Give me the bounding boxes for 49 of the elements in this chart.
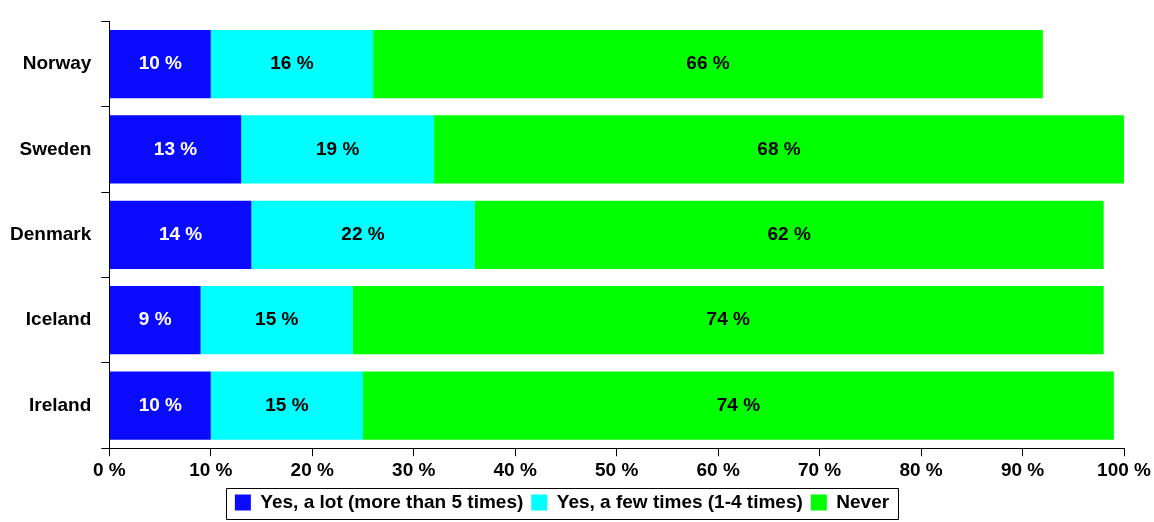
y-tick-label: Denmark: [9, 223, 92, 245]
bar: [109, 29, 211, 99]
data-label: 13 %: [153, 137, 198, 159]
data-label: 16 %: [270, 52, 314, 74]
y-tick-label: Sweden: [19, 137, 92, 159]
bar: [210, 29, 374, 99]
data-label: 66 %: [686, 52, 730, 74]
bar: [109, 371, 211, 440]
bar: [434, 115, 1124, 184]
data-label: 62 %: [767, 223, 811, 245]
data-label: 14 %: [158, 223, 203, 245]
bar: [352, 286, 1104, 355]
bar: [200, 286, 353, 355]
bar: [251, 200, 475, 269]
x-tick-label: 90 %: [1000, 458, 1045, 480]
legend-label: Yes, a few times (1-4 times): [556, 490, 803, 512]
data-label: 74 %: [706, 308, 751, 330]
data-label: 22 %: [341, 223, 385, 245]
data-label: 9 %: [138, 308, 172, 330]
y-tick-label: Norway: [22, 52, 92, 74]
bar: [362, 371, 1114, 440]
bar: [474, 200, 1104, 269]
bar: [210, 371, 363, 440]
legend-label: Never: [836, 490, 890, 512]
data-label: 15 %: [265, 393, 309, 415]
data-label: 19 %: [315, 137, 360, 159]
x-tick-label: 0 %: [92, 458, 126, 480]
bar: [109, 115, 242, 184]
data-label: 74 %: [716, 393, 761, 415]
x-tick-label: 80 %: [899, 458, 943, 480]
x-tick-label: 20 %: [290, 458, 335, 480]
x-tick-label: 60 %: [696, 458, 740, 480]
legend-label: Yes, a lot (more than 5 times): [260, 490, 524, 512]
bar: [373, 29, 1043, 99]
y-tick-label: Ireland: [29, 393, 92, 415]
data-label: 10 %: [138, 393, 183, 415]
x-tick-label: 40 %: [493, 458, 537, 480]
bar: [109, 286, 201, 355]
x-tick-label: 30 %: [392, 458, 436, 480]
data-label: 10 %: [138, 52, 183, 74]
bar: [241, 115, 435, 184]
data-label: 68 %: [757, 137, 801, 159]
y-tick-label: Iceland: [25, 308, 92, 330]
x-tick-label: 50 %: [595, 458, 639, 480]
data-label: 15 %: [255, 308, 299, 330]
bar: [109, 200, 252, 269]
x-tick-label: 70 %: [797, 458, 842, 480]
x-tick-label: 10 %: [189, 458, 233, 480]
x-tick-label: 100 %: [1097, 458, 1152, 480]
